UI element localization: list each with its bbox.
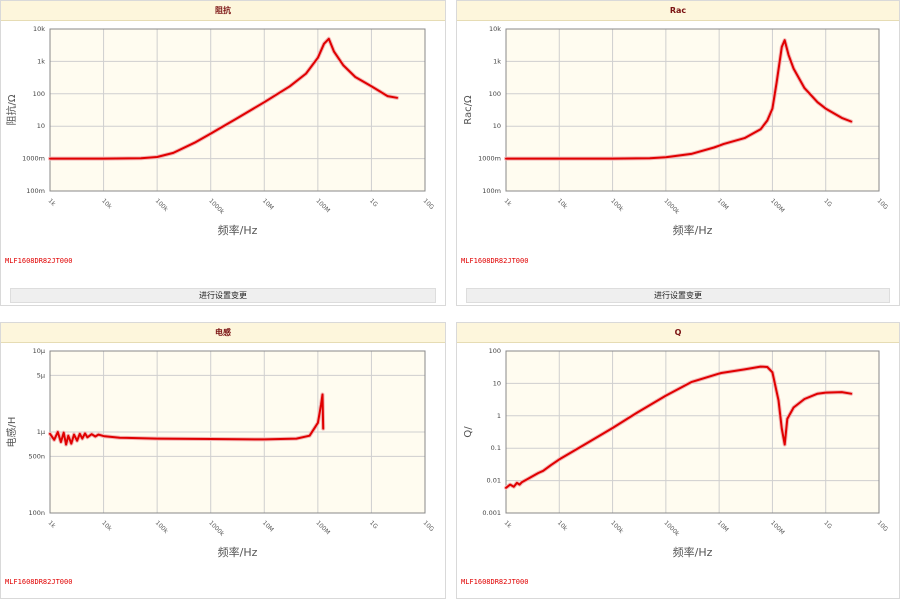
plot-frame	[49, 28, 426, 192]
change-settings-button[interactable]: 进行设置变更	[466, 288, 890, 303]
series-line	[49, 393, 325, 446]
x-tick-label: 10M	[261, 519, 275, 533]
y-axis-label: Rac/Ω	[463, 95, 474, 125]
x-tick-label: 1G	[368, 197, 379, 208]
x-tick-label: 100k	[609, 519, 625, 535]
y-axis-label: 电感/H	[5, 417, 18, 448]
y-tick-label: 10k	[33, 25, 45, 33]
y-tick-label: 100	[489, 90, 501, 98]
x-tick-label: 1G	[822, 197, 833, 208]
x-axis-label: 频率/Hz	[673, 545, 713, 559]
part-number: MLF1608DR82JT000	[461, 578, 529, 586]
y-tick-label: 1k	[37, 57, 45, 65]
rac-chart: 1k 10k 100k 1000k 10M 100M 1G 10G 100m 1000m 10 100…	[463, 25, 890, 237]
x-tick-label: 100M	[769, 197, 786, 214]
y-tick-label: 100m	[26, 187, 45, 195]
change-settings-button[interactable]: 进行设置变更	[10, 288, 436, 303]
y-tick-label: 10k	[489, 25, 501, 33]
x-tick-label: 10k	[556, 519, 569, 532]
y-axis-label: Q/	[463, 426, 474, 438]
plot-area	[506, 351, 879, 513]
inductance-panel: 电感 1k 10k 100k 1000k 10M 100M 1G 10G 100n 500n 1μ 5…	[0, 322, 446, 599]
x-tick-label: 1k	[47, 197, 57, 207]
series-line	[505, 39, 853, 160]
x-axis-label: 频率/Hz	[218, 223, 258, 237]
y-tick-label: 100	[33, 90, 45, 98]
x-tick-label: 1000k	[662, 519, 681, 538]
x-tick-label: 10G	[422, 197, 436, 211]
impedance-chart: 1k 10k 100k 1000k 10M 100M 1G 10G 100m 1000m 10 100…	[5, 25, 436, 237]
x-tick-label: 1000k	[207, 197, 226, 216]
y-tick-label: 10	[493, 122, 501, 130]
y-tick-label: 100m	[482, 187, 501, 195]
impedance-panel: 阻抗 1k 10k 100k 1000k 10M 100M 1G 10G 100m 1000m 10…	[0, 0, 446, 306]
y-tick-label: 1μ	[37, 428, 45, 436]
x-tick-label: 10k	[556, 197, 569, 210]
x-tick-label: 100k	[154, 519, 170, 535]
y-tick-label: 1000m	[478, 155, 501, 163]
x-tick-label: 100M	[314, 197, 331, 214]
x-tick-label: 1k	[47, 519, 57, 529]
y-tick-label: 10μ	[33, 347, 45, 355]
panel-title: 电感	[1, 323, 445, 343]
y-tick-label: 100n	[28, 509, 45, 517]
x-tick-label: 100M	[769, 519, 786, 536]
series-line	[49, 37, 398, 160]
y-tick-label: 0.001	[482, 509, 501, 517]
x-tick-label: 1000k	[662, 197, 681, 216]
x-tick-label: 10M	[716, 519, 730, 533]
plot-frame	[505, 28, 880, 192]
x-tick-label: 10k	[100, 519, 113, 532]
q-panel: Q 1k 10k 100k 1000k 10M 100M 1G 10G 0.001 0.01 0.1…	[456, 322, 900, 599]
x-axis-label: 频率/Hz	[673, 223, 713, 237]
plot-area	[506, 29, 879, 191]
x-tick-label: 100M	[314, 519, 331, 536]
x-tick-label: 1k	[503, 197, 513, 207]
x-tick-label: 10G	[876, 519, 890, 533]
x-tick-label: 10G	[876, 197, 890, 211]
x-tick-label: 1k	[503, 519, 513, 529]
x-tick-label: 1000k	[207, 519, 226, 538]
x-tick-label: 10M	[716, 197, 730, 211]
y-tick-label: 1000m	[22, 155, 45, 163]
x-axis-label: 频率/Hz	[218, 545, 258, 559]
part-number: MLF1608DR82JT000	[5, 257, 73, 265]
y-tick-label: 0.01	[487, 477, 501, 485]
y-tick-label: 0.1	[491, 444, 501, 452]
y-tick-label: 1k	[493, 57, 501, 65]
series-line	[505, 365, 853, 489]
x-tick-label: 100k	[154, 197, 170, 213]
y-tick-label: 10	[493, 379, 501, 387]
y-tick-label: 100	[489, 347, 501, 355]
panel-title: Q	[457, 323, 899, 343]
x-tick-label: 10G	[422, 519, 436, 533]
x-tick-label: 10M	[261, 197, 275, 211]
y-tick-label: 1	[497, 412, 501, 420]
y-tick-label: 10	[37, 122, 45, 130]
plot-frame	[505, 350, 880, 514]
inductance-chart: 1k 10k 100k 1000k 10M 100M 1G 10G 100n 500n 1μ 5μ 10…	[5, 347, 436, 559]
panel-title: Rac	[457, 1, 899, 21]
x-tick-label: 100k	[609, 197, 625, 213]
part-number: MLF1608DR82JT000	[461, 257, 529, 265]
plot-area	[50, 29, 425, 191]
part-number: MLF1608DR82JT000	[5, 578, 73, 586]
y-tick-label: 500n	[28, 452, 45, 460]
y-tick-label: 5μ	[37, 371, 45, 379]
q-chart: 1k 10k 100k 1000k 10M 100M 1G 10G 0.001 0.01 0.1 1 1…	[463, 347, 890, 559]
y-axis-label: 阻抗/Ω	[5, 94, 18, 125]
x-tick-label: 1G	[822, 519, 833, 530]
x-tick-label: 10k	[100, 197, 113, 210]
panel-title: 阻抗	[1, 1, 445, 21]
x-tick-label: 1G	[368, 519, 379, 530]
rac-panel: Rac 1k 10k 100k 1000k 10M 100M 1G 10G 100m 1000m 1…	[456, 0, 900, 306]
